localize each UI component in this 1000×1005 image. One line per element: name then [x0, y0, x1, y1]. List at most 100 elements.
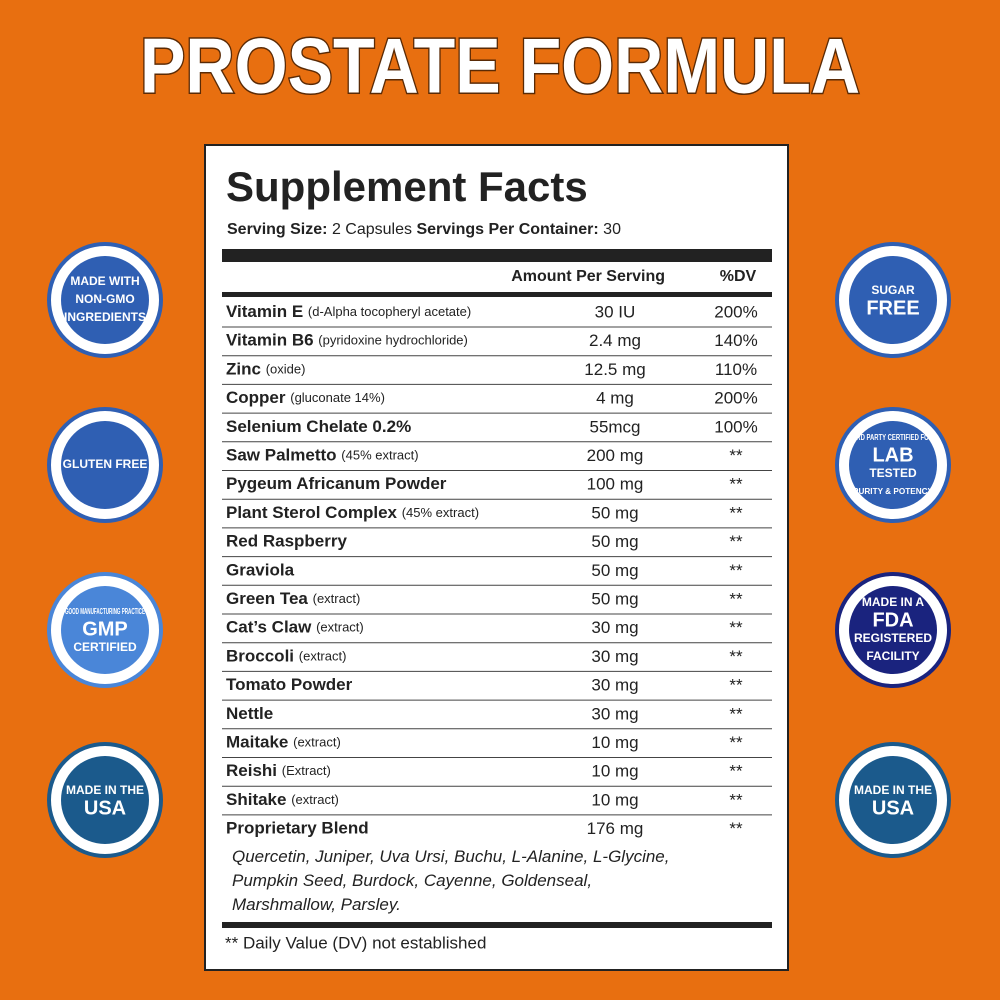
row-name: Pygeum Africanum Powder [226, 475, 447, 494]
row-dv: 140% [714, 331, 757, 350]
serving-value: 2 Capsules [332, 221, 412, 238]
nutrient-note: (extract) [291, 792, 339, 807]
badge-text: MADE IN A [862, 595, 925, 609]
row-amount: 50 mg [591, 561, 638, 580]
nutrient-note: (extract) [293, 735, 341, 750]
row-dv: ** [729, 589, 743, 608]
container-value: 30 [603, 221, 621, 238]
badge-core [61, 756, 149, 844]
row-amount: 55mcg [589, 417, 640, 436]
row-amount: 10 mg [591, 733, 638, 752]
row-amount: 176 mg [587, 819, 644, 838]
row-dv: ** [729, 762, 743, 781]
thick-rule [222, 249, 772, 262]
badge-text: SUGAR [871, 283, 915, 297]
nutrient-note: (extract) [313, 591, 361, 606]
row-dv: 100% [714, 417, 757, 436]
badge-text: INGREDIENTS [64, 310, 146, 324]
row-amount: 30 mg [591, 676, 638, 695]
facts-heading: Supplement Facts [226, 163, 588, 210]
bottom-rule [222, 922, 772, 928]
row-name: Nettle [226, 704, 273, 723]
badges: MADE WITH NON-GMO INGREDIENTS GLUTEN FREE GO… [47, 242, 951, 858]
badge-text: GOOD MANUFACTURING PRACTICE [65, 607, 145, 616]
row-name: Cat’s Claw (extract) [226, 618, 364, 637]
nutrient: Nettle [226, 704, 273, 723]
nutrient: Saw Palmetto [226, 446, 337, 465]
rows: Vitamin E (d-Alpha tocopheryl acetate) 30… [222, 302, 772, 914]
row-dv: ** [729, 790, 743, 809]
badge-text: FREE [866, 297, 919, 319]
header-rule [222, 292, 772, 297]
badge-core [61, 421, 149, 509]
row-dv: 200% [714, 389, 757, 408]
row-dv: 200% [714, 302, 757, 321]
row-dv: ** [729, 532, 743, 551]
badge-core [849, 756, 937, 844]
badge-text: USA [872, 797, 914, 819]
badge-text: GLUTEN FREE [63, 457, 148, 471]
blend-line: Marshmallow, Parsley. [232, 895, 401, 914]
nutrient-note: (d-Alpha tocopheryl acetate) [308, 304, 471, 319]
row-name: Vitamin B6 (pyridoxine hydrochloride) [226, 331, 468, 350]
badge-text: GMP [82, 618, 128, 640]
row-dv: 110% [715, 360, 757, 379]
nutrient: Selenium Chelate 0.2% [226, 417, 411, 436]
nutrient: Zinc [226, 360, 261, 379]
row-name: Proprietary Blend [226, 819, 369, 838]
badge-text: TESTED [869, 466, 917, 480]
badge-text: NON-GMO [75, 292, 134, 306]
blend-line: Pumpkin Seed, Burdock, Cayenne, Goldense… [232, 871, 592, 890]
row-amount: 30 mg [591, 647, 638, 666]
row-dv: ** [729, 647, 743, 666]
nutrient-note: (45% extract) [402, 505, 479, 520]
nutrient-note: (45% extract) [341, 448, 418, 463]
nutrient: Vitamin B6 [226, 331, 314, 350]
nutrient: Copper [226, 389, 286, 408]
badge-text: 3RD PARTY CERTIFIED FOR [853, 433, 933, 442]
row-name: Copper (gluconate 14%) [226, 389, 385, 408]
serving-label: Serving Size: [227, 221, 327, 238]
col-dv: %DV [720, 268, 757, 285]
nutrient-note: (oxide) [266, 362, 306, 377]
row-name: Broccoli (extract) [226, 647, 346, 666]
badge-text: FACILITY [866, 649, 919, 663]
badge: GLUTEN FREE [47, 407, 163, 523]
nutrient: Maitake [226, 733, 288, 752]
row-name: Shitake (extract) [226, 790, 339, 809]
row-name: Red Raspberry [226, 532, 347, 551]
row-amount: 4 mg [596, 389, 634, 408]
row-name: Plant Sterol Complex (45% extract) [226, 503, 479, 522]
row-dv: ** [729, 676, 743, 695]
row-dv: ** [729, 446, 743, 465]
row-dv: ** [729, 561, 743, 580]
nutrient-note: (Extract) [282, 764, 331, 779]
nutrient: Reishi [226, 762, 277, 781]
row-name: Selenium Chelate 0.2% [226, 417, 411, 436]
row-amount: 10 mg [591, 762, 638, 781]
title: PROSTATE FORMULA [140, 22, 860, 110]
col-amount: Amount Per Serving [511, 268, 665, 285]
nutrient-note: (pyridoxine hydrochloride) [318, 333, 468, 348]
nutrient-note: (extract) [299, 649, 347, 664]
nutrient-note: (extract) [316, 620, 364, 635]
footnote: ** Daily Value (DV) not established [225, 933, 486, 952]
nutrient: Tomato Powder [226, 676, 353, 695]
row-dv: ** [729, 819, 743, 838]
badge-text: MADE IN THE [66, 783, 144, 797]
row-dv: ** [729, 503, 743, 522]
nutrient: Pygeum Africanum Powder [226, 475, 447, 494]
row-amount: 30 mg [591, 704, 638, 723]
badge-text: CERTIFIED [73, 640, 137, 654]
badge-text: USA [84, 797, 126, 819]
row-name: Zinc (oxide) [226, 360, 305, 379]
row-name: Green Tea (extract) [226, 589, 360, 608]
nutrient: Broccoli [226, 647, 294, 666]
nutrient: Plant Sterol Complex [226, 503, 398, 522]
